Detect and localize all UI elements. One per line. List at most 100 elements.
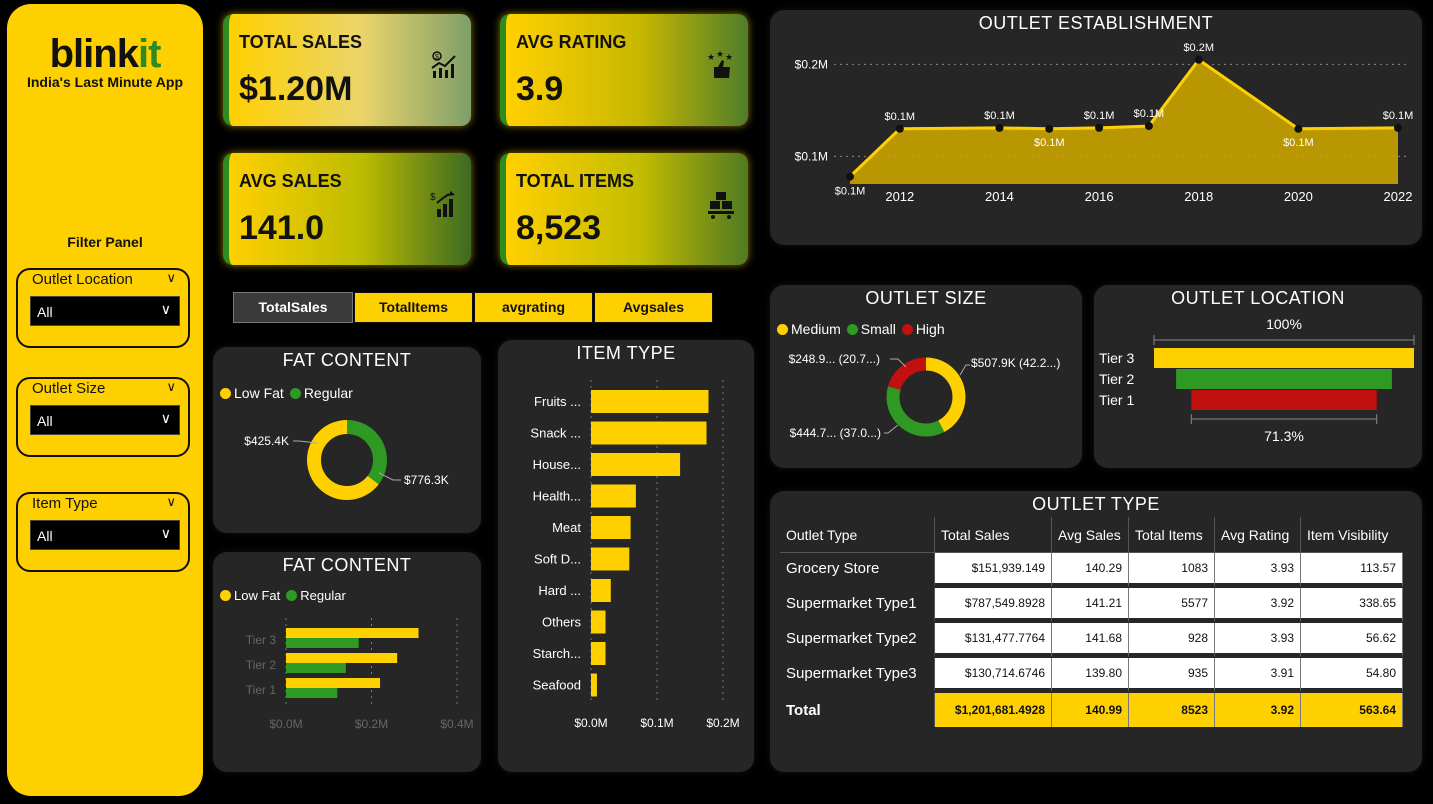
chevron-down-icon[interactable]: ∨ bbox=[166, 270, 176, 285]
bar bbox=[591, 453, 681, 476]
table-row[interactable]: Supermarket Type1 $787,549.8928 141.21 5… bbox=[780, 588, 1403, 623]
metric-button-totalitems[interactable]: TotalItems bbox=[354, 292, 473, 323]
category-label: Fruits ... bbox=[534, 394, 581, 409]
chevron-down-icon[interactable]: ∨ bbox=[160, 301, 171, 317]
table-cell: 140.99 bbox=[1052, 693, 1129, 727]
chevron-down-icon[interactable]: ∨ bbox=[160, 410, 171, 426]
x-tick-label: $0.2M bbox=[355, 717, 388, 731]
panel-title: OUTLET ESTABLISHMENT bbox=[978, 13, 1214, 33]
kpi-total-sales: TOTAL SALES $1.20M $ bbox=[223, 14, 471, 126]
table-cell: 139.80 bbox=[1052, 658, 1129, 693]
funnel-bar bbox=[1176, 369, 1392, 389]
x-tick-label: 2016 bbox=[1085, 189, 1114, 204]
outlet-location-dropdown[interactable]: All ∨ bbox=[30, 296, 180, 326]
chevron-down-icon[interactable]: ∨ bbox=[166, 494, 176, 509]
funnel-bottom-label: 71.3% bbox=[1264, 428, 1304, 444]
table-cell: 140.29 bbox=[1052, 553, 1129, 588]
table-cell: 563.64 bbox=[1301, 693, 1403, 727]
bar bbox=[591, 484, 636, 508]
outlet-type-panel: OUTLET TYPE Outlet Type Total Sales Avg … bbox=[770, 491, 1422, 772]
legend-item-low-fat[interactable]: Low Fat bbox=[220, 385, 284, 401]
bar bbox=[591, 673, 597, 697]
svg-text:$: $ bbox=[430, 192, 436, 203]
category-label: Snack ... bbox=[530, 426, 581, 441]
leader-line bbox=[884, 424, 899, 434]
category-label: Tier 2 bbox=[1099, 371, 1134, 387]
kpi-value: 141.0 bbox=[239, 209, 325, 247]
x-tick-label: 2022 bbox=[1384, 189, 1413, 204]
y-tick-label: $0.2M bbox=[795, 57, 828, 71]
table-row[interactable]: Supermarket Type2 $131,477.7764 141.68 9… bbox=[780, 623, 1403, 658]
outlet-size-legend: Medium Small High bbox=[777, 321, 951, 337]
kpi-label: AVG RATING bbox=[516, 32, 627, 52]
donut-slice bbox=[307, 420, 387, 500]
area-fill bbox=[850, 59, 1398, 184]
table-row[interactable]: Grocery Store $151,939.149 140.29 1083 3… bbox=[780, 553, 1403, 588]
table-cell: 3.92 bbox=[1215, 588, 1301, 623]
kpi-total-items: TOTAL ITEMS 8,523 bbox=[500, 153, 748, 265]
outlet-establishment-chart: $0.1M $0.2M $0.1M $0.1M $0.1M $0.1M $0.1M $0.1M… bbox=[795, 42, 1414, 204]
column-header[interactable]: Avg Sales bbox=[1052, 517, 1129, 553]
donut-slice bbox=[886, 357, 966, 437]
slicer-outlet-size[interactable]: Outlet Size ∨ All ∨ bbox=[16, 377, 190, 457]
panel-title: FAT CONTENT bbox=[282, 555, 412, 575]
fat-content-legend: Low Fat Regular bbox=[220, 385, 359, 401]
column-header[interactable]: Item Visibility bbox=[1301, 517, 1403, 553]
column-header[interactable]: Total Items bbox=[1129, 517, 1215, 553]
legend-item-low-fat[interactable]: Low Fat bbox=[220, 588, 280, 603]
bar bbox=[286, 628, 419, 638]
outlet-size-dropdown[interactable]: All ∨ bbox=[30, 405, 180, 435]
funnel-bar bbox=[1154, 348, 1414, 368]
table-row[interactable]: Supermarket Type3 $130,714.6746 139.80 9… bbox=[780, 658, 1403, 693]
metric-button-avgsales[interactable]: Avgsales bbox=[594, 292, 713, 323]
x-tick-label: 2012 bbox=[885, 189, 914, 204]
funnel-top-label: 100% bbox=[1266, 316, 1302, 332]
table-cell: 113.57 bbox=[1301, 553, 1403, 588]
rating-thumbs-up-icon: ★ ★ ★ bbox=[707, 50, 733, 78]
data-point bbox=[1294, 124, 1303, 133]
category-label: Soft D... bbox=[534, 552, 581, 567]
dropdown-value: All bbox=[37, 528, 53, 544]
column-header[interactable]: Avg Rating bbox=[1215, 517, 1301, 553]
svg-text:★: ★ bbox=[716, 50, 724, 59]
bar bbox=[286, 688, 338, 698]
slicer-item-type[interactable]: Item Type ∨ All ∨ bbox=[16, 492, 190, 572]
legend-item-regular[interactable]: Regular bbox=[286, 588, 346, 603]
data-label: $0.1M bbox=[835, 186, 866, 198]
column-header[interactable]: Outlet Type bbox=[780, 517, 935, 553]
data-label: $0.1M bbox=[1383, 110, 1414, 122]
data-label: $0.1M bbox=[1283, 137, 1314, 149]
slicer-outlet-location[interactable]: Outlet Location ∨ All ∨ bbox=[16, 268, 190, 348]
leader-line bbox=[890, 358, 907, 368]
legend-item-high[interactable]: High bbox=[901, 321, 945, 337]
brand-logo: blinkit bbox=[49, 32, 162, 76]
legend-item-small[interactable]: Small bbox=[846, 321, 896, 337]
x-tick-label: 2018 bbox=[1184, 189, 1213, 204]
table-cell: $130,714.6746 bbox=[935, 658, 1052, 693]
chevron-down-icon[interactable]: ∨ bbox=[166, 379, 176, 394]
dropdown-value: All bbox=[37, 304, 53, 320]
category-label: Tier 2 bbox=[246, 658, 277, 672]
table-cell: Supermarket Type2 bbox=[780, 623, 935, 658]
column-header[interactable]: Total Sales bbox=[935, 517, 1052, 553]
kpi-avg-rating: AVG RATING 3.9 ★ ★ ★ bbox=[500, 14, 748, 126]
legend-item-medium[interactable]: Medium bbox=[777, 321, 841, 337]
leader-line bbox=[293, 440, 318, 444]
x-tick-label: $0.1M bbox=[640, 716, 673, 730]
data-label: $248.9... (20.7...) bbox=[789, 352, 880, 366]
chevron-down-icon[interactable]: ∨ bbox=[160, 525, 171, 541]
category-label: House... bbox=[533, 457, 581, 472]
fat-content-bar-panel: FAT CONTENT Low Fat Regular $0.0M $0.2M $0.… bbox=[213, 552, 481, 772]
category-label: Starch... bbox=[533, 646, 581, 661]
table-cell: $787,549.8928 bbox=[935, 588, 1052, 623]
item-type-dropdown[interactable]: All ∨ bbox=[30, 520, 180, 550]
slicer-label: Outlet Location bbox=[32, 271, 133, 288]
outlet-size-panel: OUTLET SIZE Medium Small High $507.9K (42.… bbox=[770, 285, 1082, 468]
legend-item-regular[interactable]: Regular bbox=[289, 385, 353, 401]
kpi-label: AVG SALES bbox=[239, 171, 342, 191]
metric-button-avgrating[interactable]: avgrating bbox=[474, 292, 593, 323]
x-tick-label: 2020 bbox=[1284, 189, 1313, 204]
metric-button-totalsales[interactable]: TotalSales bbox=[233, 292, 353, 323]
leader-line bbox=[959, 364, 970, 376]
table-cell: 3.91 bbox=[1215, 658, 1301, 693]
